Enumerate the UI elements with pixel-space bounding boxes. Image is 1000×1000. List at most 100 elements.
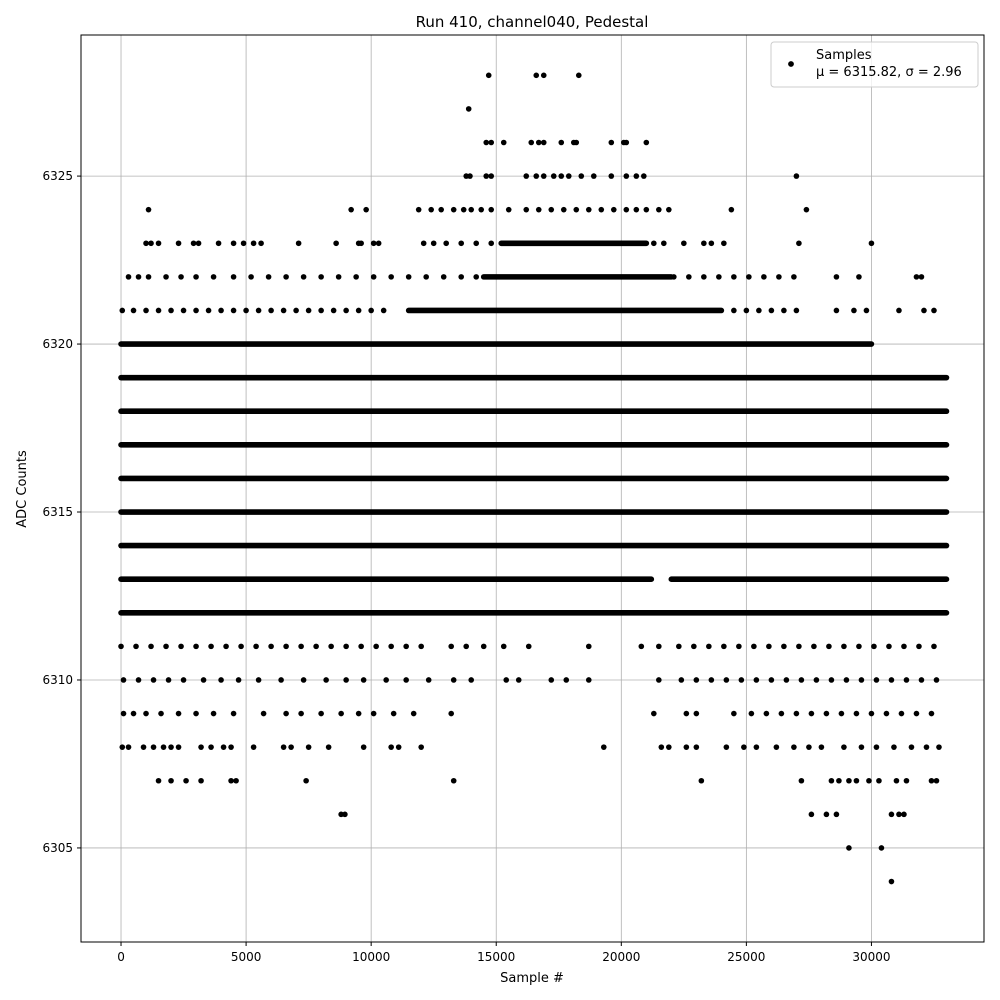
data-point [666, 206, 672, 213]
data-point [500, 139, 507, 146]
data-point [143, 307, 149, 314]
legend[interactable]: Samples μ = 6315.82, σ = 2.96 [770, 41, 979, 88]
x-axis-ticks: 0 5000 10000 15000 20000 25000 30000 [117, 942, 891, 964]
data-point [641, 173, 647, 179]
data-point [898, 710, 905, 717]
data-point [450, 206, 457, 213]
data-point [180, 677, 187, 683]
data-point [651, 240, 657, 247]
data-point [125, 744, 132, 750]
data-point [483, 173, 490, 179]
data-point [288, 744, 294, 750]
data-point [280, 744, 287, 750]
data-point [798, 677, 805, 683]
data-point [658, 744, 665, 750]
data-point [643, 139, 650, 146]
data-point [796, 240, 802, 247]
data-point [798, 777, 805, 784]
x-tick-label: 5000 [231, 950, 262, 964]
data-point [295, 240, 302, 247]
data-point [198, 744, 204, 750]
data-point [608, 173, 615, 179]
data-point [230, 274, 237, 280]
data-point [721, 643, 727, 650]
data-point [623, 206, 630, 213]
data-point [443, 240, 450, 247]
data-point [533, 72, 540, 79]
data-point [480, 643, 487, 650]
chart-title: Run 410, channel040, Pedestal [416, 13, 649, 31]
data-point [228, 777, 234, 784]
data-point [793, 710, 800, 717]
data-point [548, 206, 555, 213]
data-point [193, 274, 199, 280]
data-point [428, 206, 434, 213]
data-point [550, 173, 557, 179]
data-point [458, 240, 465, 247]
data-point [721, 240, 727, 247]
data-point [298, 710, 304, 717]
data-point [738, 677, 745, 683]
data-point [598, 206, 605, 213]
data-point [918, 274, 925, 280]
data-point [590, 173, 597, 179]
data-point [375, 240, 382, 247]
data-point [575, 72, 582, 79]
data-point [743, 307, 750, 314]
data-point [533, 173, 540, 179]
data-point [238, 643, 244, 650]
data-point [233, 777, 239, 784]
data-point [178, 274, 184, 280]
data-point [325, 744, 332, 750]
data-point [450, 777, 457, 784]
data-point [343, 677, 349, 683]
data-point [260, 710, 267, 717]
legend-label: Samples [816, 48, 872, 63]
data-point [610, 206, 617, 213]
data-point [465, 106, 472, 112]
data-point [600, 744, 607, 750]
data-point [450, 677, 457, 683]
data-point [796, 643, 802, 650]
data-point [763, 710, 770, 717]
data-point [851, 307, 857, 314]
data-point [578, 173, 585, 179]
data-point [120, 710, 127, 717]
data-point [933, 677, 940, 683]
data-point [473, 274, 480, 280]
data-point [370, 240, 377, 247]
data-point [250, 744, 257, 750]
data-point [693, 710, 700, 717]
data-point [661, 240, 667, 247]
data-point [886, 643, 892, 650]
data-point [303, 777, 309, 784]
data-point [215, 240, 222, 247]
data-point [826, 643, 832, 650]
data-point [145, 206, 152, 213]
data-point [716, 274, 722, 280]
data-point [423, 274, 429, 280]
data-point [913, 710, 920, 717]
data-point [896, 307, 902, 314]
data-point [300, 677, 307, 683]
data-point [168, 307, 174, 314]
y-tick-label: 6305 [42, 841, 73, 855]
data-point [540, 72, 547, 79]
data-point [338, 710, 344, 717]
data-point [708, 240, 715, 247]
y-tick-label: 6320 [42, 337, 73, 351]
data-point [293, 307, 299, 314]
data-point [313, 643, 319, 650]
data-point [210, 274, 217, 280]
data-point [230, 710, 237, 717]
data-point [488, 139, 495, 146]
data-point [783, 677, 790, 683]
x-tick-label: 15000 [477, 950, 515, 964]
data-point [741, 744, 747, 750]
data-point [180, 307, 187, 314]
data-point [728, 206, 735, 213]
data-point [468, 206, 475, 213]
data-point [793, 307, 800, 314]
data-point [218, 307, 224, 314]
data-point [183, 777, 189, 784]
